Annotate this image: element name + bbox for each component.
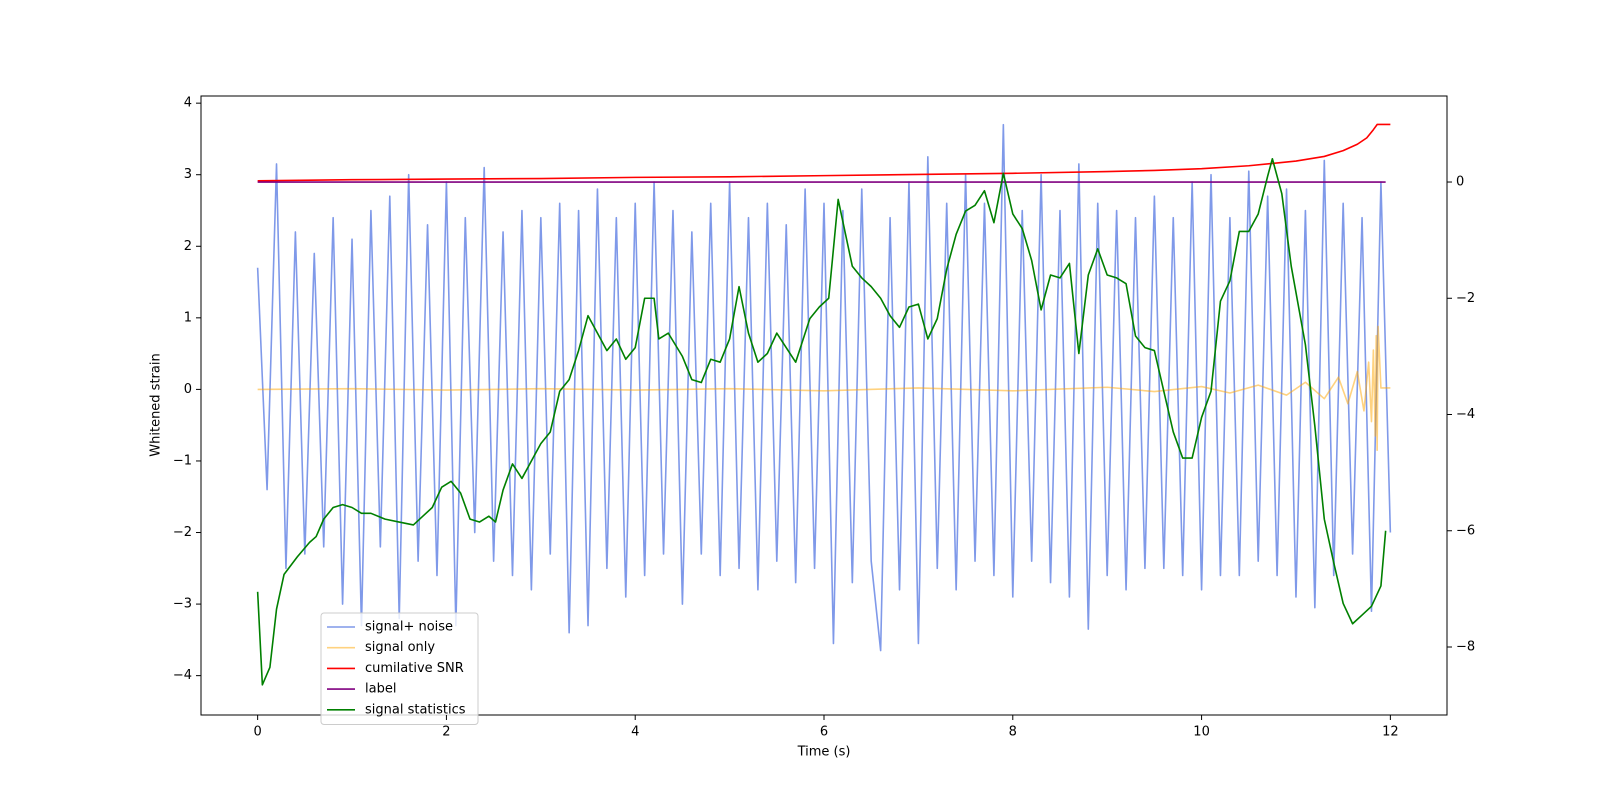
series-line [256,123,1392,652]
y-tick-label: 3 [184,167,192,182]
legend-label: cumilative SNR [365,661,464,676]
x-tick-label: 0 [253,725,261,740]
y-tick-label: −4 [173,668,192,683]
y-axis-label: Whitened strain [149,353,164,456]
y2-tick-label: −4 [1456,407,1475,422]
plot-area [256,123,1392,686]
y-tick-label: 1 [184,310,192,325]
y2-tick-label: −6 [1456,523,1475,538]
legend-label: signal only [365,640,435,655]
x-tick-label: 6 [820,725,828,740]
x-tick-label: 4 [631,725,639,740]
legend-box [320,612,479,725]
series-line [257,325,1391,452]
y-tick-label: 0 [184,382,192,397]
y-tick-label: −3 [173,597,192,612]
y2-tick-label: −8 [1456,639,1475,654]
x-tick-label: 2 [442,725,450,740]
series-line [256,157,1387,686]
x-axis-label: Time (s) [797,745,851,760]
series-line [257,123,1391,182]
y-tick-label: −2 [173,525,192,540]
y-tick-label: 4 [184,96,192,111]
x-tick-label: 10 [1193,725,1210,740]
y-tick-label: 2 [184,239,192,254]
legend-label: signal+ noise [365,620,453,635]
x-tick-label: 8 [1009,725,1017,740]
y-tick-label: −1 [173,453,192,468]
x-tick-label: 12 [1382,725,1399,740]
legend-label: signal statistics [365,702,466,717]
y2-tick-label: −2 [1456,291,1475,306]
y2-tick-label: 0 [1456,175,1464,190]
legend-label: label [365,682,396,697]
legend: signal+ noise signal only cumilative SNR la… [320,612,479,725]
